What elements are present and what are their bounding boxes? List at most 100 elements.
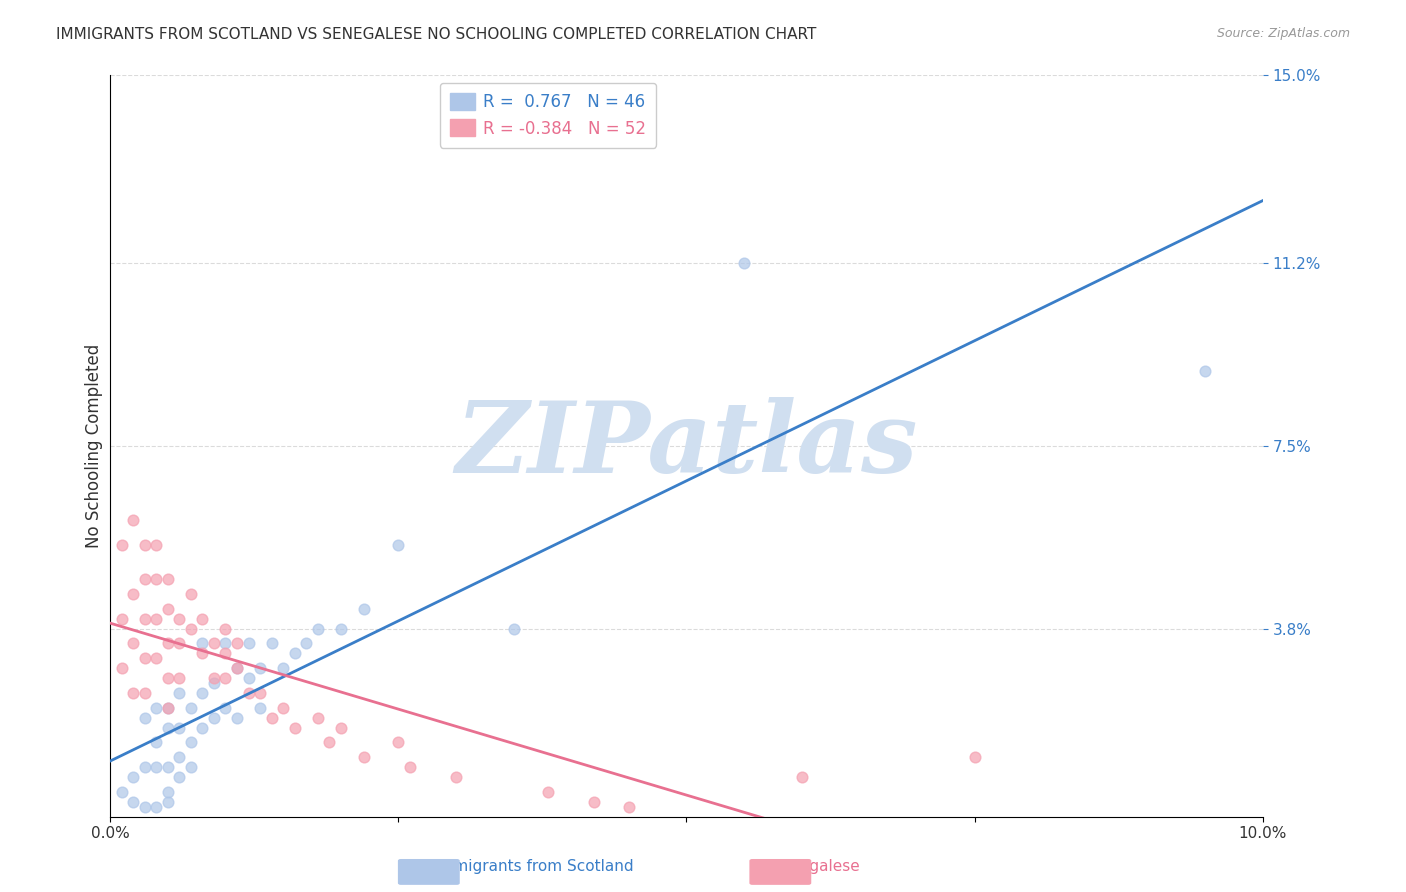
Point bbox=[169, 721, 191, 735]
Point bbox=[226, 661, 249, 675]
Point bbox=[214, 700, 236, 714]
Point bbox=[145, 735, 167, 749]
Point bbox=[191, 636, 214, 650]
Point bbox=[122, 686, 145, 700]
Point bbox=[169, 686, 191, 700]
Point bbox=[191, 721, 214, 735]
Point bbox=[284, 646, 307, 660]
Y-axis label: No Schooling Completed: No Schooling Completed bbox=[86, 343, 103, 548]
Point bbox=[238, 671, 260, 685]
Point bbox=[156, 721, 179, 735]
Point bbox=[180, 760, 202, 774]
Point bbox=[191, 646, 214, 660]
Point bbox=[111, 537, 134, 551]
Point bbox=[134, 686, 156, 700]
Point bbox=[249, 686, 271, 700]
Point bbox=[122, 770, 145, 784]
Point bbox=[122, 636, 145, 650]
Point bbox=[329, 721, 352, 735]
Point bbox=[169, 750, 191, 764]
Point bbox=[790, 770, 813, 784]
Point bbox=[249, 700, 271, 714]
Point bbox=[111, 785, 134, 799]
Point bbox=[238, 636, 260, 650]
Point bbox=[202, 676, 225, 690]
Point bbox=[145, 651, 167, 665]
Point bbox=[249, 661, 271, 675]
Point bbox=[156, 795, 179, 809]
Point bbox=[387, 735, 409, 749]
Point bbox=[226, 711, 249, 725]
Point bbox=[156, 785, 179, 799]
Point bbox=[733, 255, 755, 269]
Point bbox=[180, 622, 202, 636]
Point bbox=[180, 735, 202, 749]
Point bbox=[1194, 364, 1216, 378]
Point bbox=[502, 622, 524, 636]
Point bbox=[169, 671, 191, 685]
Point bbox=[145, 572, 167, 586]
Point bbox=[226, 661, 249, 675]
Point bbox=[318, 735, 340, 749]
Point bbox=[329, 622, 352, 636]
Point bbox=[156, 760, 179, 774]
Point bbox=[134, 799, 156, 814]
Point bbox=[214, 636, 236, 650]
Point bbox=[214, 622, 236, 636]
Point bbox=[191, 686, 214, 700]
Point bbox=[617, 799, 640, 814]
Point bbox=[226, 636, 249, 650]
Point bbox=[169, 636, 191, 650]
Point bbox=[134, 651, 156, 665]
Point bbox=[134, 612, 156, 626]
Point bbox=[214, 646, 236, 660]
Point bbox=[134, 760, 156, 774]
Point bbox=[444, 770, 467, 784]
Point bbox=[537, 785, 560, 799]
Point bbox=[307, 711, 329, 725]
Point bbox=[169, 770, 191, 784]
Text: Source: ZipAtlas.com: Source: ZipAtlas.com bbox=[1216, 27, 1350, 40]
Point bbox=[307, 622, 329, 636]
Point bbox=[122, 513, 145, 527]
Point bbox=[156, 636, 179, 650]
Point bbox=[271, 700, 294, 714]
Point bbox=[122, 795, 145, 809]
Point bbox=[145, 799, 167, 814]
Text: ZIPatlas: ZIPatlas bbox=[456, 397, 918, 494]
Point bbox=[122, 587, 145, 601]
Text: Immigrants from Scotland: Immigrants from Scotland bbox=[434, 859, 634, 874]
Point bbox=[963, 750, 986, 764]
Point bbox=[284, 721, 307, 735]
Point bbox=[134, 711, 156, 725]
Point bbox=[260, 711, 283, 725]
Point bbox=[156, 602, 179, 616]
Point bbox=[353, 602, 375, 616]
Point bbox=[145, 537, 167, 551]
Point bbox=[295, 636, 318, 650]
Point bbox=[260, 636, 283, 650]
Point bbox=[191, 612, 214, 626]
Point bbox=[145, 700, 167, 714]
Point bbox=[111, 661, 134, 675]
Point bbox=[583, 795, 606, 809]
Point bbox=[202, 671, 225, 685]
Point bbox=[156, 700, 179, 714]
Point bbox=[134, 572, 156, 586]
Text: IMMIGRANTS FROM SCOTLAND VS SENEGALESE NO SCHOOLING COMPLETED CORRELATION CHART: IMMIGRANTS FROM SCOTLAND VS SENEGALESE N… bbox=[56, 27, 817, 42]
Point bbox=[399, 760, 422, 774]
Point bbox=[202, 711, 225, 725]
Text: Senegalese: Senegalese bbox=[770, 859, 860, 874]
Point bbox=[353, 750, 375, 764]
Point bbox=[180, 587, 202, 601]
Legend: R =  0.767   N = 46, R = -0.384   N = 52: R = 0.767 N = 46, R = -0.384 N = 52 bbox=[440, 83, 657, 147]
Point bbox=[180, 700, 202, 714]
Point bbox=[134, 537, 156, 551]
Point bbox=[111, 612, 134, 626]
Point bbox=[156, 671, 179, 685]
Point bbox=[169, 612, 191, 626]
Point bbox=[387, 537, 409, 551]
Point bbox=[156, 572, 179, 586]
Point bbox=[214, 671, 236, 685]
Point bbox=[271, 661, 294, 675]
